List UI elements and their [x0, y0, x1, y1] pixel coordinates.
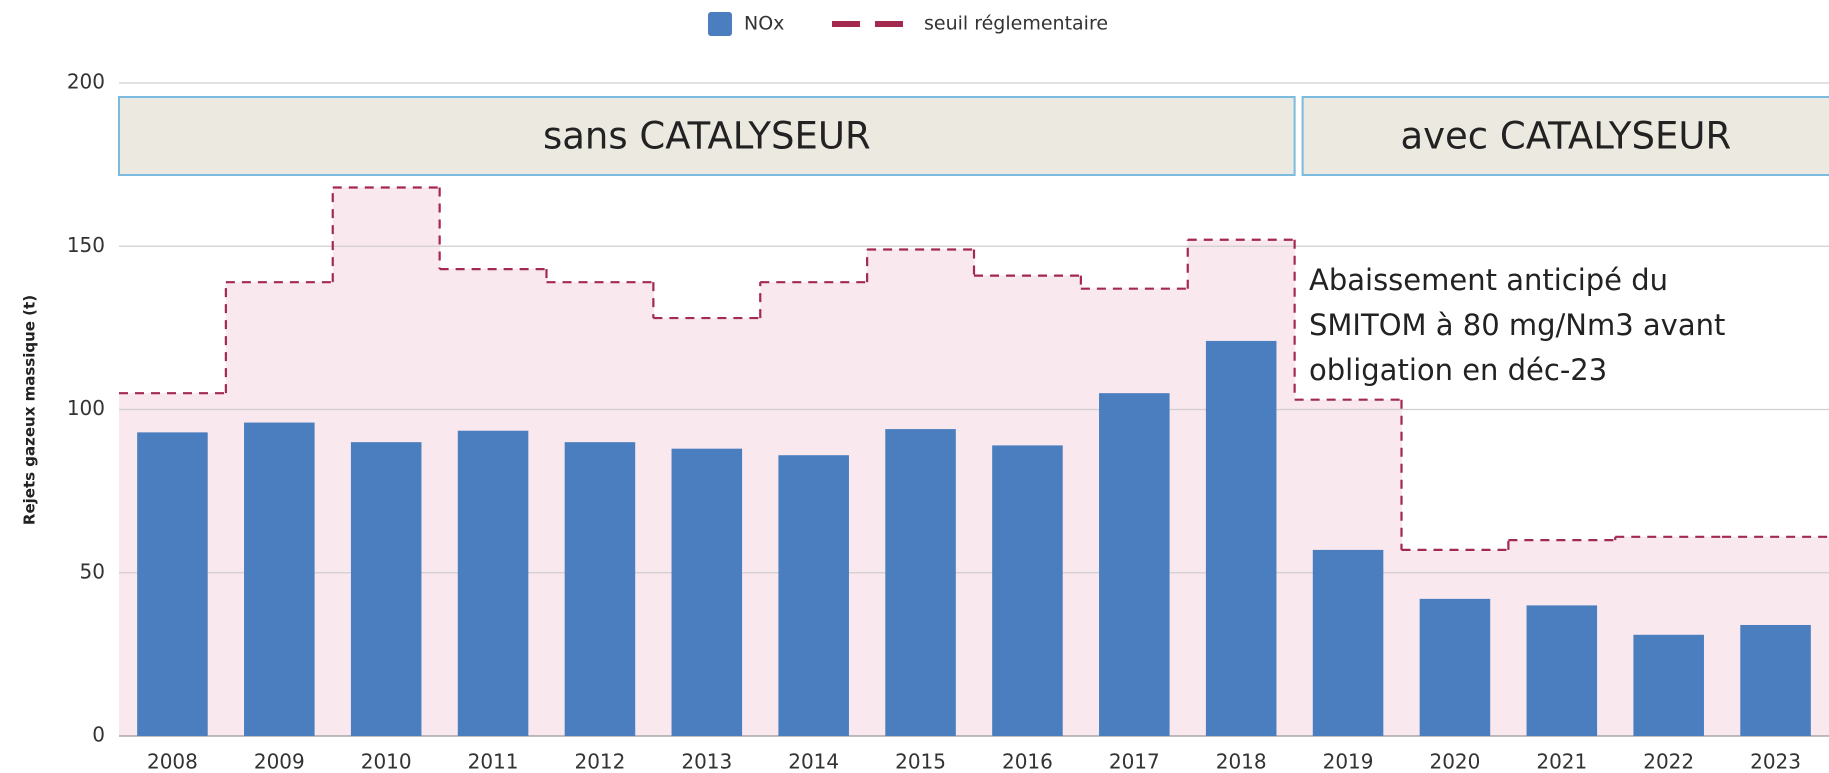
x-tick-label: 2020 [1429, 750, 1480, 773]
section-box [118, 96, 1296, 176]
annotation: Abaissement anticipé du [1309, 263, 1668, 297]
bar [1312, 549, 1384, 736]
bar [885, 429, 956, 736]
bar [564, 442, 636, 736]
x-tick-label: 2015 [895, 750, 946, 773]
x-tick-label: 2016 [1002, 750, 1053, 773]
bar [1740, 624, 1811, 736]
y-tick-label: 100 [67, 396, 105, 420]
annotation: SMITOM à 80 mg/Nm3 avant [1309, 308, 1725, 342]
x-tick-label: 2010 [361, 750, 412, 773]
x-tick-label: 2012 [574, 750, 625, 773]
x-tick-label: 2008 [147, 750, 198, 773]
x-tick-label: 2009 [254, 750, 305, 773]
bar [1099, 393, 1170, 736]
bar [1205, 340, 1277, 736]
x-tick-label: 2021 [1536, 750, 1587, 773]
y-tick-label: 150 [67, 233, 105, 257]
legend-swatch [708, 12, 732, 36]
x-tick-label: 2017 [1109, 750, 1160, 773]
x-tick-label: 2018 [1216, 750, 1267, 773]
bar [1633, 634, 1704, 736]
bar [244, 422, 315, 736]
section-box [1301, 96, 1829, 176]
y-axis-label: Rejets gazeux massique (t) [21, 295, 39, 525]
bar [350, 442, 422, 736]
bar [671, 448, 743, 736]
x-tick-label: 2013 [681, 750, 732, 773]
x-tick-label: 2023 [1750, 750, 1801, 773]
y-tick-label: 200 [67, 70, 105, 94]
bar [457, 430, 529, 736]
bar [778, 455, 849, 736]
y-tick-label: 0 [92, 723, 105, 747]
x-tick-label: 2019 [1323, 750, 1374, 773]
section-label: avec CATALYSEUR [1400, 115, 1731, 158]
section-label: sans CATALYSEUR [543, 115, 871, 158]
annotation: obligation en déc-23 [1309, 353, 1607, 387]
x-tick-label: 2011 [468, 750, 519, 773]
x-tick-label: 2014 [788, 750, 839, 773]
legend-label: NOx [744, 13, 784, 35]
x-tick-label: 2022 [1643, 750, 1694, 773]
bar [1526, 605, 1598, 736]
y-tick-label: 50 [80, 559, 105, 583]
bar [137, 432, 208, 736]
bar [992, 445, 1063, 736]
legend-label: seuil réglementaire [924, 13, 1108, 35]
bar [1419, 598, 1491, 736]
